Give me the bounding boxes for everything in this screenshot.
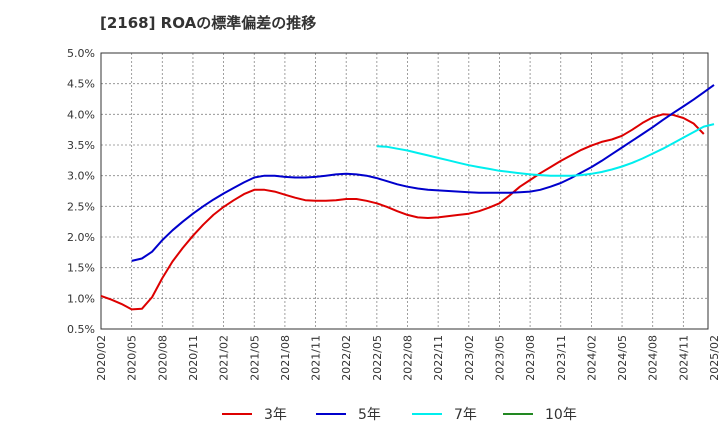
legend-label-1: 5年 — [358, 407, 381, 423]
x-tick-label: 2020/08 — [156, 335, 169, 381]
x-tick-label: 2020/02 — [95, 335, 108, 381]
x-tick-label: 2022/08 — [402, 335, 415, 381]
x-tick-label: 2025/02 — [708, 335, 720, 381]
legend: 3年 5年 7年 10年 — [222, 407, 577, 423]
y-tick-label: 5.0% — [67, 47, 95, 60]
y-tick-label: 4.5% — [67, 78, 95, 91]
y-tick-label: 1.5% — [67, 262, 95, 275]
y-tick-label: 4.0% — [67, 108, 95, 121]
x-tick-label: 2024/11 — [677, 335, 690, 381]
x-tick-label: 2021/08 — [279, 335, 292, 381]
legend-label-3: 10年 — [545, 407, 577, 423]
x-axis-tick-labels: 2020/02 2020/05 2020/08 2020/11 2021/02 2021/… — [95, 335, 720, 381]
x-tick-label: 2020/05 — [126, 335, 139, 381]
series-line-1 — [131, 84, 715, 262]
x-tick-label: 2022/05 — [371, 335, 384, 381]
x-tick-label: 2021/05 — [248, 335, 261, 381]
x-tick-label: 2022/02 — [340, 335, 353, 381]
legend-label-0: 3年 — [264, 407, 287, 423]
x-tick-label: 2023/08 — [524, 335, 537, 381]
series-line-2 — [376, 123, 715, 177]
y-tick-label: 3.5% — [67, 139, 95, 152]
series-lines — [100, 84, 715, 311]
y-tick-label: 2.0% — [67, 231, 95, 244]
y-tick-label: 2.5% — [67, 200, 95, 213]
x-tick-label: 2024/05 — [616, 335, 629, 381]
plot-area-border — [100, 52, 709, 330]
y-tick-label: 0.5% — [67, 323, 95, 336]
x-tick-label: 2024/08 — [647, 335, 660, 381]
y-axis-tick-labels: 5.0% 4.5% 4.0% 3.5% 3.0% 2.5% 2.0% 1.5% 1.0% 0.5% — [67, 47, 95, 336]
x-tick-label: 2023/11 — [555, 335, 568, 381]
x-tick-label: 2021/02 — [218, 335, 231, 381]
y-tick-label: 3.0% — [67, 170, 95, 183]
x-tick-label: 2021/11 — [310, 335, 323, 381]
y-tick-label: 1.0% — [67, 292, 95, 305]
x-tick-label: 2023/02 — [463, 335, 476, 381]
grid-lines — [101, 53, 708, 329]
legend-label-2: 7年 — [454, 407, 477, 423]
x-tick-label: 2022/11 — [432, 335, 445, 381]
x-tick-label: 2023/05 — [493, 335, 506, 381]
x-tick-label: 2020/11 — [187, 335, 200, 381]
chart-title: [2168] ROAの標準偏差の推移 — [100, 14, 317, 32]
x-tick-label: 2024/02 — [585, 335, 598, 381]
series-line-0 — [100, 113, 705, 311]
